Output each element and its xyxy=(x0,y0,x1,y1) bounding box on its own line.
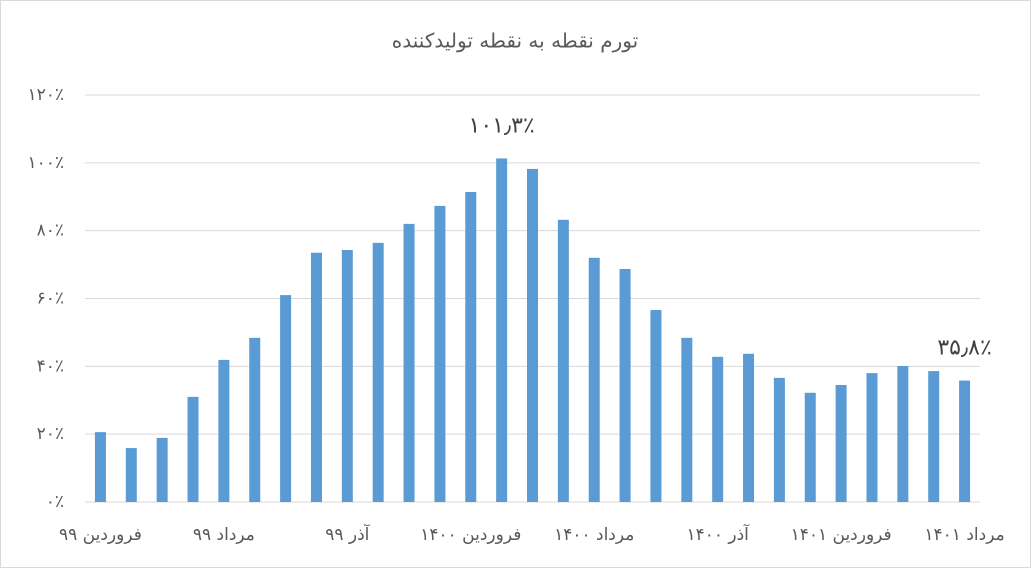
bar xyxy=(557,219,569,502)
y-tick-label: ۱۲۰٪ xyxy=(27,85,64,105)
x-tick-label: فروردین ۱۴۰۱ xyxy=(791,525,892,545)
bar xyxy=(835,384,847,502)
bar xyxy=(434,205,446,502)
x-tick-label: فروردین ۱۴۰۰ xyxy=(420,525,521,545)
value-label: ۳۵٫۸٪ xyxy=(937,336,991,361)
bar xyxy=(496,158,508,502)
bar xyxy=(928,371,940,502)
y-tick-label: ۸۰٪ xyxy=(37,221,64,241)
bar xyxy=(125,448,137,502)
y-tick-label: ۰٪ xyxy=(46,492,64,512)
bar xyxy=(218,359,230,502)
bar xyxy=(743,353,755,502)
value-label: ۱۰۱٫۳٪ xyxy=(469,113,535,138)
x-tick-label: مرداد ۹۹ xyxy=(193,525,255,545)
bar xyxy=(94,432,106,502)
x-tick-label: فروردین ۹۹ xyxy=(59,525,142,545)
bar xyxy=(249,337,261,502)
bar xyxy=(403,223,415,502)
bar xyxy=(341,249,353,502)
y-tick-label: ۴۰٪ xyxy=(37,356,64,376)
bar xyxy=(712,356,724,502)
x-tick-label: مرداد ۱۴۰۰ xyxy=(554,525,634,545)
bar xyxy=(804,392,816,502)
bar xyxy=(588,257,600,502)
bar xyxy=(866,373,878,502)
bar xyxy=(280,295,292,502)
bar xyxy=(372,242,384,503)
bar xyxy=(310,252,322,502)
bar xyxy=(959,380,971,502)
y-tick-label: ۱۰۰٪ xyxy=(27,153,64,173)
x-tick-label: مرداد ۱۴۰۱ xyxy=(924,525,1004,545)
bar xyxy=(650,310,662,502)
chart-title: تورم نقطه به نقطه تولیدکننده xyxy=(392,29,638,53)
y-tick-label: ۲۰٪ xyxy=(37,424,64,444)
bar xyxy=(527,168,538,502)
bar xyxy=(897,365,909,502)
x-tick-label: آذر ۱۴۰۰ xyxy=(686,523,750,545)
bar xyxy=(619,268,631,502)
x-tick-label: آذر ۹۹ xyxy=(325,523,370,545)
bar xyxy=(773,377,785,502)
y-tick-label: ۶۰٪ xyxy=(37,289,64,309)
bar xyxy=(681,337,693,502)
bar xyxy=(465,192,477,503)
bar xyxy=(156,437,168,502)
bar xyxy=(187,396,199,502)
